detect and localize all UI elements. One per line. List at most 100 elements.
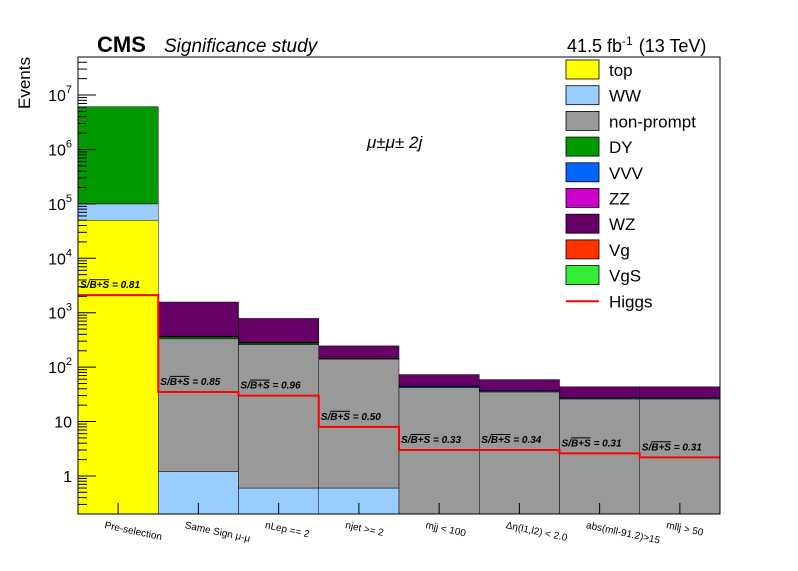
y-tick-exponent: 3 <box>66 302 72 314</box>
significance-prefix: S/ <box>562 438 573 449</box>
significance-label-4: S/B+S = 0.33 <box>401 435 461 446</box>
y-tick-base: 10 <box>48 88 66 105</box>
significance-label-2: S/B+S = 0.96 <box>241 381 301 392</box>
legend: top WW non-prompt DY VVV ZZ WZ Vg VgS Higgs <box>565 59 696 311</box>
significance-label-5: S/B+S = 0.34 <box>481 435 541 446</box>
y-tick-base: 10 <box>48 360 66 377</box>
luminosity-exponent: -1 <box>622 34 633 48</box>
legend-label-WZ: WZ <box>609 215 635 234</box>
y-tick-label-7: 107 <box>48 84 72 105</box>
significance-prefix: S/ <box>321 412 332 423</box>
legend-label-Higgs: Higgs <box>609 292 652 311</box>
significance-value: = 0.31 <box>591 438 622 449</box>
bar-segment-non-prompt <box>238 344 319 489</box>
legend-label-WW: WW <box>609 87 641 106</box>
significance-prefix: S/ <box>80 280 91 291</box>
y-tick-exponent: 7 <box>66 84 72 96</box>
significance-root: B+S <box>491 435 511 446</box>
y-tick-base: 10 <box>48 251 66 268</box>
significance-label-3: S/B+S = 0.50 <box>321 412 381 423</box>
legend-swatch-ZZ <box>565 188 600 208</box>
y-tick-exponent: 4 <box>66 247 72 259</box>
y-tick-exponent: 2 <box>66 356 72 368</box>
significance-prefix: S/ <box>160 377 171 388</box>
legend-swatch-WZ <box>565 213 600 234</box>
legend-swatch-DY <box>565 136 600 157</box>
bar-segment-WZ <box>318 345 400 359</box>
luminosity-label: 41.5 fb-1 (13 TeV) <box>567 34 706 56</box>
legend-label-ZZ: ZZ <box>609 190 630 209</box>
significance-value: = 0.96 <box>270 381 301 392</box>
bar-segment-WZ <box>398 374 480 387</box>
higgs-line <box>78 294 720 459</box>
bar-segment-WZ <box>559 386 640 398</box>
legend-swatch-VVV <box>565 162 600 183</box>
bar-segment-DY <box>77 106 159 205</box>
bar-segment-non-prompt <box>479 391 560 515</box>
energy-label: (13 TeV) <box>639 36 707 56</box>
y-tick-base: 10 <box>48 306 66 323</box>
legend-label-non-prompt: non-prompt <box>609 112 696 131</box>
legend-label-VVV: VVV <box>609 164 644 183</box>
significance-prefix: S/ <box>401 435 412 446</box>
significance-prefix: S/ <box>642 442 653 453</box>
y-tick-label-5: 105 <box>48 193 72 214</box>
y-tick-label-4: 104 <box>48 247 72 268</box>
y-tick-label-3: 103 <box>48 302 72 323</box>
bar-segment-WZ <box>639 386 721 398</box>
higgs-line-group <box>78 294 720 459</box>
y-tick-base: 10 <box>48 142 66 159</box>
y-tick-exponent: 6 <box>66 138 72 150</box>
legend-swatch-VgS <box>565 265 600 286</box>
legend-label-VgS: VgS <box>609 267 641 286</box>
significance-label-0: S/B+S = 0.81 <box>80 280 140 291</box>
legend-swatch-WW <box>565 85 600 106</box>
bar-segment-WZ <box>238 318 319 343</box>
significance-root: B+S <box>571 438 591 449</box>
significance-root: B+S <box>89 280 109 291</box>
significance-value: = 0.34 <box>510 435 541 446</box>
chart-title: Significance study <box>164 36 319 57</box>
significance-value: = 0.31 <box>671 442 702 453</box>
significance-label-1: S/B+S = 0.85 <box>160 377 220 388</box>
y-tick-label-2: 102 <box>48 356 72 377</box>
legend-label-DY: DY <box>609 138 633 157</box>
legend-swatch-non-prompt <box>565 111 600 131</box>
significance-root: B+S <box>330 412 350 423</box>
legend-swatch-top <box>565 59 600 80</box>
y-tick-base: 10 <box>48 197 66 214</box>
significance-root: B+S <box>410 435 430 446</box>
significance-root: B+S <box>170 377 190 388</box>
legend-label-top: top <box>609 61 633 80</box>
bar-segment-non-prompt <box>158 338 239 472</box>
legend-swatch-Vg <box>565 239 600 260</box>
significance-label-6: S/B+S = 0.31 <box>562 438 622 449</box>
significance-label-7: S/B+S = 0.31 <box>642 442 702 453</box>
luminosity-value: 41.5 fb <box>567 36 622 56</box>
significance-value: = 0.85 <box>189 377 220 388</box>
significance-value: = 0.33 <box>430 435 461 446</box>
bar-segment-non-prompt <box>318 358 400 489</box>
experiment-label: CMS <box>97 32 146 57</box>
significance-root: B+S <box>250 381 270 392</box>
significance-value: = 0.81 <box>109 280 140 291</box>
y-tick-label-0: 1 <box>63 469 72 486</box>
bar-segment-WZ <box>158 301 239 337</box>
channel-label: μ±μ± 2j <box>366 133 423 152</box>
bar-segment-WZ <box>479 379 560 391</box>
bar-segment-WW <box>77 203 159 221</box>
y-tick-exponent: 5 <box>66 193 72 205</box>
bar-segment-DY <box>158 336 239 340</box>
significance-root: B+S <box>651 442 671 453</box>
significance-prefix: S/ <box>481 435 492 446</box>
y-tick-label-1: 10 <box>54 415 72 432</box>
y-axis-label: Events <box>15 57 34 109</box>
significance-labels: S/B+S = 0.81S/B+S = 0.85 S/B+S = 0.96S/B+… <box>80 280 702 453</box>
significance-value: = 0.50 <box>350 412 381 423</box>
bar-segment-non-prompt <box>559 398 640 515</box>
plot-frame <box>77 56 721 515</box>
legend-label-Vg: Vg <box>609 241 630 260</box>
y-tick-label-6: 106 <box>48 138 72 159</box>
significance-prefix: S/ <box>241 381 252 392</box>
